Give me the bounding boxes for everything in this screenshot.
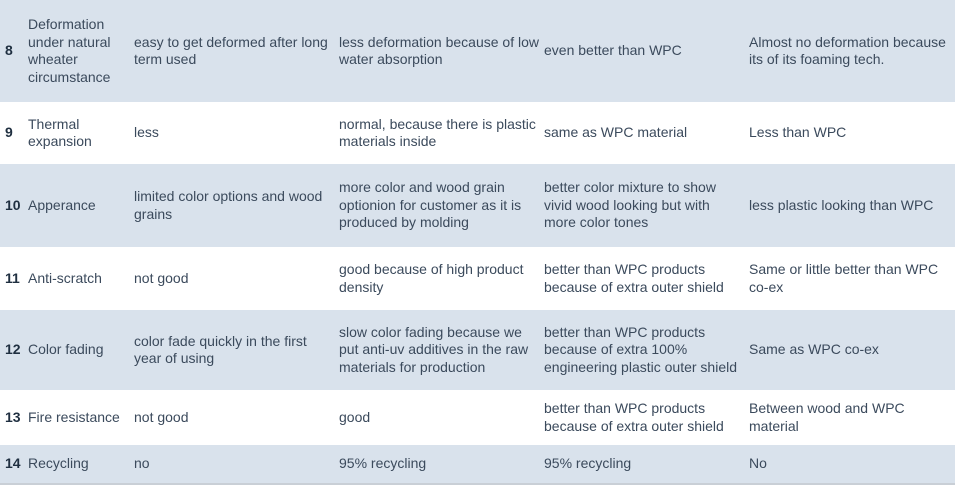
wpc-cell: good [339,408,371,425]
wpc-cell: 95% recycling [339,455,427,472]
row-number: 9 [5,124,13,141]
feature-cell: Thermal expansion [28,115,92,150]
table-row: 14 Recycling no 95% recycling 95% recycl… [0,445,955,483]
table-row: 8 Deformation under natural wheater circ… [0,0,955,102]
row-number: 8 [5,42,13,59]
wood-cell: not good [134,408,189,425]
pvc-cell: less plastic looking than WPC [749,196,934,213]
pvc-cell: Less than WPC [749,124,847,141]
table-row: 13 Fire resistance not good good better … [0,390,955,445]
table-row: 12 Color fading color fade quickly in th… [0,310,955,390]
row-number: 12 [5,341,21,358]
row-number: 10 [5,196,21,213]
row-number: 11 [5,269,20,286]
table-row: 11 Anti-scratch not good good because of… [0,247,955,310]
wood-cell: limited color options and wood grains [134,188,323,222]
pvc-cell: No [749,455,767,472]
wpc-cell: good because of high product density [339,261,524,295]
pvc-cell: Same as WPC co-ex [749,341,879,358]
coex-cell: better than WPC products because of extr… [544,323,738,375]
pvc-cell: Between wood and WPC material [749,400,905,434]
pvc-cell: Same or little better than WPC co-ex [749,261,939,295]
wood-cell: less [134,124,159,141]
feature-cell: Recycling [28,455,89,472]
coex-cell: better color mixture to show vivid wood … [544,179,716,231]
row-number: 14 [5,455,21,472]
pvc-cell: Almost no deformation because its of its… [749,33,946,68]
feature-cell: Fire resistance [28,408,120,425]
coex-cell: same as WPC material [544,124,688,141]
feature-cell: Apperance [28,196,96,213]
feature-cell: Deformation under natural wheater circum… [28,16,111,85]
wood-cell: not good [134,269,189,286]
coex-cell: better than WPC products because of extr… [544,261,724,295]
coex-cell: 95% recycling [544,455,632,472]
coex-cell: better than WPC products because of extr… [544,400,724,434]
feature-cell: Color fading [28,341,104,358]
wpc-cell: slow color fading because we put anti-uv… [339,323,529,375]
table-row: 10 Apperance limited color options and w… [0,164,955,247]
feature-cell: Anti-scratch [28,269,102,286]
table-bottom-border [0,483,955,485]
wpc-cell: more color and wood grain optionion for … [339,179,522,231]
table-row: 9 Thermal expansion less normal, because… [0,102,955,164]
coex-cell: even better than WPC [544,42,682,59]
row-number: 13 [5,408,21,425]
wpc-cell: less deformation because of low water ab… [339,33,539,68]
wood-cell: color fade quickly in the first year of … [134,332,307,367]
wpc-cell: normal, because there is plastic materia… [339,115,536,150]
wood-cell: no [134,455,150,472]
wood-cell: easy to get deformed after long term use… [134,33,328,68]
